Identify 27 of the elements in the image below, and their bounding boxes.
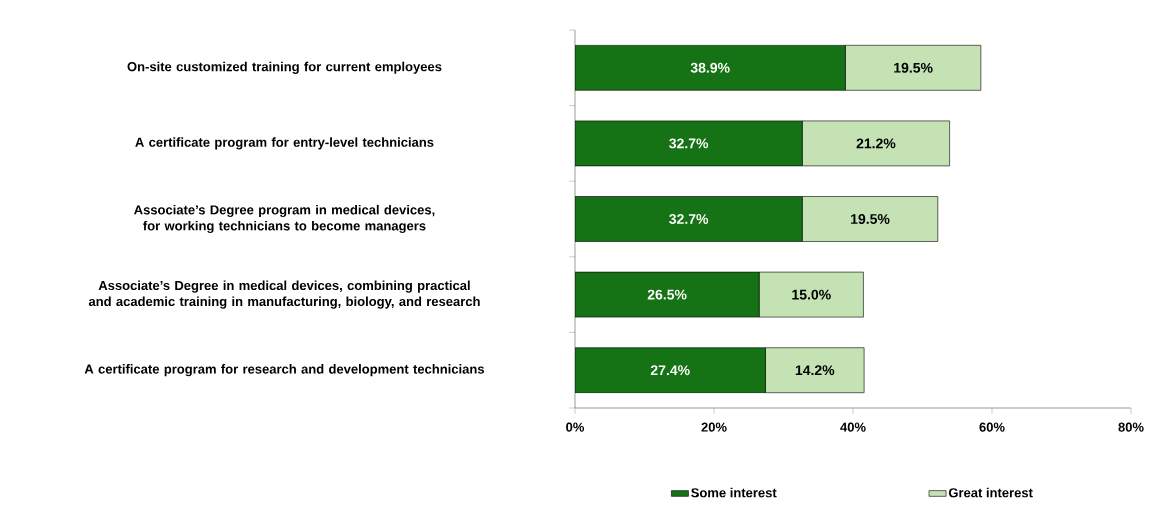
x-tick-label: 60% [979, 422, 1005, 432]
y-tick-label: A certificate program for entry-level technicians [135, 137, 434, 150]
x-tick-label: 80% [1118, 422, 1144, 432]
bar [575, 271, 760, 318]
data-label: 32.7% [669, 214, 709, 224]
data-label: 15.0% [792, 289, 831, 300]
bar [575, 196, 803, 242]
legend-label: Some interest [691, 487, 777, 498]
data-label: 26.5% [647, 289, 687, 300]
x-tick-label: 40% [840, 422, 866, 432]
legend-label: Great interest [948, 487, 1033, 498]
bar [575, 120, 803, 167]
y-tick-label: Associate’s Degree program in medical devices, for working technicians to become managers [134, 204, 435, 234]
data-label: 19.5% [851, 214, 890, 224]
data-label: 19.5% [894, 62, 933, 73]
x-tick-label: 0% [566, 422, 585, 432]
bar [575, 347, 766, 393]
data-label: 38.9% [690, 62, 730, 73]
data-label: 32.7% [669, 138, 709, 149]
data-label: 21.2% [856, 138, 896, 149]
bar [575, 45, 846, 91]
data-label: 27.4% [650, 365, 690, 376]
y-tick-label: Associate’s Degree in medical devices, combining practical and academic training in manufacturing, biology, and research [88, 280, 480, 309]
y-tick-label: On-site customized training for current employees [127, 61, 442, 74]
x-tick-label: 20% [701, 422, 727, 432]
y-tick-label: A certificate program for research and development technicians [84, 364, 485, 377]
data-label: 14.2% [795, 365, 835, 376]
